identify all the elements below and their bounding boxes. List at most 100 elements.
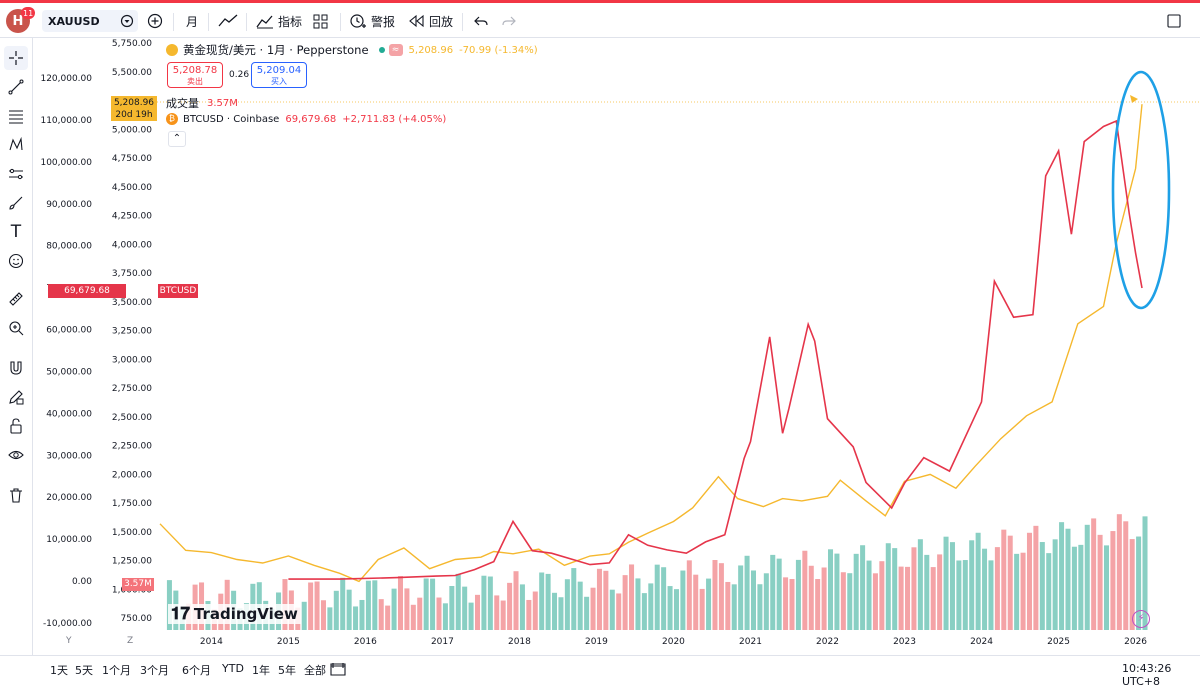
volume-bar bbox=[340, 577, 346, 630]
gold-axis-tick: 4,500.00 bbox=[112, 183, 152, 193]
volume-bar bbox=[962, 560, 968, 630]
range-button[interactable]: 5天 bbox=[75, 664, 93, 677]
volume-bar bbox=[545, 573, 551, 630]
range-button[interactable]: 5年 bbox=[278, 664, 296, 677]
sell-price: 5,208.78 bbox=[172, 65, 218, 76]
gold-axis-tick: 3,750.00 bbox=[112, 269, 152, 279]
volume-bar bbox=[680, 570, 686, 630]
volume-bar bbox=[571, 568, 577, 630]
volume-bar bbox=[789, 579, 795, 630]
brush-icon[interactable] bbox=[4, 191, 28, 215]
volume-legend[interactable]: 成交量 3.57M bbox=[166, 95, 238, 111]
chart-pane[interactable]: 120,000.00 110,000.00 100,000.00 90,000.00 8… bbox=[34, 38, 1200, 655]
ruler-icon[interactable] bbox=[4, 287, 28, 311]
text-tool-icon[interactable]: T bbox=[10, 222, 22, 242]
volume-bar bbox=[353, 606, 359, 630]
lock-icon[interactable] bbox=[4, 414, 28, 438]
volume-bar bbox=[423, 578, 429, 630]
range-button[interactable]: 3个月 bbox=[140, 664, 169, 677]
volume-bar bbox=[661, 567, 667, 630]
chart-canvas[interactable]: 120,000.00 110,000.00 100,000.00 90,000.00 8… bbox=[34, 38, 1200, 655]
symbol-menu-icon[interactable] bbox=[120, 8, 134, 34]
range-button[interactable]: 6个月 bbox=[182, 664, 211, 677]
volume-bar bbox=[750, 570, 757, 630]
volume-bar bbox=[584, 596, 590, 630]
lock-pencil-icon[interactable] bbox=[4, 385, 28, 409]
volume-bar bbox=[327, 607, 333, 630]
maximize-icon[interactable] bbox=[1167, 8, 1181, 34]
delayed-data-icon[interactable]: ≈ bbox=[388, 44, 403, 56]
date-range-calendar-icon[interactable] bbox=[330, 661, 346, 680]
prediction-icon[interactable] bbox=[4, 162, 28, 186]
volume-bar bbox=[885, 543, 891, 630]
trend-line-icon[interactable] bbox=[4, 75, 28, 99]
bottom-toolbar: 1天 5天 1个月 3个月 6个月 YTD 1年 5年 全部 10:43:26 UTC+8 bbox=[0, 655, 1200, 688]
volume-bar bbox=[622, 575, 628, 630]
eye-icon[interactable] bbox=[4, 443, 28, 467]
emoji-icon[interactable] bbox=[4, 249, 28, 273]
btc-price-line[interactable] bbox=[288, 119, 1143, 580]
volume-bar bbox=[905, 566, 911, 630]
fib-retracement-icon[interactable] bbox=[4, 104, 28, 128]
volume-bar bbox=[1116, 514, 1122, 630]
redo-icon[interactable] bbox=[502, 8, 516, 34]
volume-bar bbox=[1026, 532, 1032, 630]
range-button[interactable]: 1天 bbox=[50, 664, 68, 677]
range-button[interactable]: YTD bbox=[222, 662, 244, 675]
volume-bar bbox=[667, 586, 673, 630]
volume-bar bbox=[378, 599, 384, 630]
btc-price-axis: 120,000.00 110,000.00 100,000.00 90,000.00 8… bbox=[40, 74, 92, 629]
volume-bar bbox=[802, 550, 808, 630]
gold-axis-tick: 5,750.00 bbox=[112, 39, 152, 49]
collapse-legend-chevron-icon[interactable]: ⌃ bbox=[168, 131, 186, 147]
annotation-ellipse[interactable] bbox=[1111, 70, 1171, 310]
notification-badge[interactable]: 11 bbox=[21, 7, 36, 19]
axis-corner-z[interactable]: Z bbox=[127, 636, 134, 646]
gold-axis-tick: 3,500.00 bbox=[112, 298, 152, 308]
alerts-button[interactable]: 警报 bbox=[349, 8, 395, 34]
time-axis-tick: 2021 bbox=[739, 637, 762, 647]
volume-bar bbox=[397, 576, 403, 630]
lightning-icon[interactable]: ⚡ bbox=[1132, 610, 1150, 628]
volume-bar bbox=[847, 573, 853, 630]
volume-histogram bbox=[166, 514, 1148, 630]
rewind-icon bbox=[409, 14, 424, 28]
sell-button[interactable]: 5,208.78 卖出 bbox=[167, 62, 223, 88]
gold-axis-tick: 2,250.00 bbox=[112, 442, 152, 452]
undo-icon[interactable] bbox=[474, 8, 488, 34]
gold-price-line[interactable] bbox=[159, 104, 1143, 583]
buy-button[interactable]: 5,209.04 买入 bbox=[251, 62, 307, 88]
clock-timezone[interactable]: 10:43:26 UTC+8 bbox=[1122, 662, 1172, 688]
volume-value: 3.57M bbox=[207, 97, 238, 109]
range-button[interactable]: 全部 bbox=[304, 664, 326, 677]
compare-add-icon[interactable] bbox=[147, 8, 163, 34]
volume-bar bbox=[1059, 522, 1065, 630]
volume-bar bbox=[969, 540, 975, 630]
main-legend[interactable]: 黄金现货/美元 · 1月 · Pepperstone ≈ 5,208.96 -7… bbox=[166, 42, 538, 58]
volume-bar bbox=[1039, 542, 1045, 630]
layout-grid-icon[interactable] bbox=[313, 8, 328, 34]
symbol-search-input[interactable]: XAUUSD bbox=[42, 10, 138, 32]
indicators-icon bbox=[256, 15, 273, 29]
range-button[interactable]: 1年 bbox=[252, 664, 270, 677]
volume-bar bbox=[609, 589, 615, 630]
gold-axis-tick: 1,750.00 bbox=[112, 499, 152, 509]
indicators-button[interactable]: 指标 bbox=[256, 8, 302, 34]
trash-icon[interactable] bbox=[4, 483, 28, 507]
chart-type-line-icon[interactable] bbox=[218, 8, 238, 34]
volume-bar bbox=[1065, 528, 1071, 630]
zoom-in-icon[interactable] bbox=[4, 316, 28, 340]
magnet-icon[interactable] bbox=[4, 356, 28, 380]
axis-corner-y[interactable]: Y bbox=[66, 636, 72, 646]
crosshair-icon[interactable] bbox=[4, 46, 28, 70]
interval-button[interactable]: 月 bbox=[186, 8, 198, 34]
replay-button[interactable]: 回放 bbox=[409, 8, 453, 34]
tradingview-watermark[interactable]: 𝟏𝟕 TradingView bbox=[168, 604, 301, 624]
pattern-icon[interactable] bbox=[4, 133, 28, 157]
volume-bar bbox=[1071, 546, 1077, 630]
watermark-text: TradingView bbox=[193, 605, 298, 623]
btc-legend[interactable]: ₿ BTCUSD · Coinbase 69,679.68 +2,711.83 … bbox=[166, 113, 446, 125]
range-button[interactable]: 1个月 bbox=[102, 664, 131, 677]
avatar-letter: H bbox=[12, 13, 24, 29]
volume-bar bbox=[436, 597, 442, 630]
